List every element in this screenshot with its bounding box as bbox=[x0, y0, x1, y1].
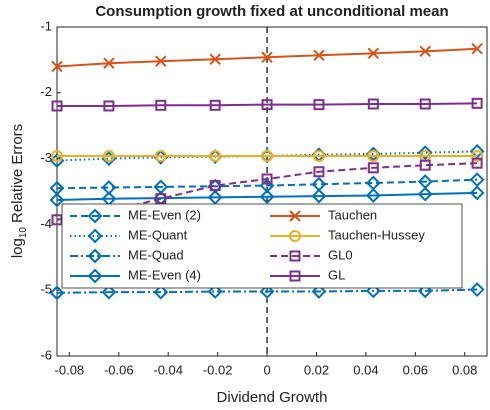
marker bbox=[313, 166, 325, 178]
marker bbox=[51, 60, 63, 73]
marker bbox=[419, 45, 431, 58]
legend-label: GL0 bbox=[328, 247, 353, 262]
marker bbox=[101, 284, 117, 300]
marker bbox=[155, 55, 167, 67]
marker bbox=[367, 149, 380, 162]
marker bbox=[153, 284, 169, 300]
legend-label: ME-Quad bbox=[128, 247, 184, 262]
marker bbox=[471, 149, 484, 162]
marker bbox=[155, 193, 167, 205]
marker bbox=[103, 57, 115, 69]
legend-marker bbox=[87, 248, 103, 264]
marker bbox=[103, 100, 115, 112]
marker bbox=[51, 100, 63, 112]
plot-area bbox=[56, 26, 488, 357]
marker bbox=[367, 162, 379, 174]
y-tick-label: -2 bbox=[40, 84, 52, 99]
marker bbox=[469, 282, 485, 297]
marker bbox=[209, 99, 221, 111]
legend-label: ME-Even (4) bbox=[128, 267, 201, 282]
marker bbox=[367, 47, 380, 60]
marker bbox=[209, 180, 221, 192]
y-tick-label: -3 bbox=[40, 150, 52, 165]
x-tick-label: 0.08 bbox=[452, 362, 477, 377]
marker bbox=[313, 99, 325, 111]
marker bbox=[49, 285, 65, 301]
marker bbox=[209, 53, 221, 65]
marker bbox=[471, 157, 483, 169]
marker bbox=[102, 149, 115, 162]
marker bbox=[49, 192, 65, 208]
series-line bbox=[56, 178, 478, 190]
legend-marker bbox=[289, 230, 301, 242]
marker bbox=[259, 189, 275, 205]
y-tick-label: -5 bbox=[40, 282, 52, 297]
legend-marker bbox=[289, 210, 301, 222]
series-line bbox=[56, 150, 478, 162]
marker bbox=[365, 283, 381, 299]
legend-label: GL bbox=[328, 267, 345, 282]
legend-box bbox=[61, 203, 463, 289]
series-line bbox=[56, 191, 478, 202]
chart-title: Consumption growth fixed at unconditiona… bbox=[95, 3, 448, 20]
marker bbox=[417, 283, 433, 299]
legend-marker bbox=[87, 268, 103, 284]
x-axis-label: Dividend Growth bbox=[217, 389, 328, 406]
x-tick-label: 0.04 bbox=[353, 362, 378, 377]
y-label-base: log bbox=[9, 238, 26, 258]
marker bbox=[417, 145, 433, 161]
marker bbox=[261, 149, 274, 162]
series-line bbox=[56, 288, 478, 294]
series-line bbox=[57, 102, 478, 107]
marker bbox=[51, 214, 63, 226]
y-tick-label: -1 bbox=[40, 18, 52, 33]
marker bbox=[259, 284, 275, 299]
marker bbox=[417, 186, 433, 202]
marker bbox=[419, 98, 431, 110]
marker bbox=[311, 284, 327, 299]
y-label-subscript: 10 bbox=[18, 227, 29, 239]
legend-marker bbox=[87, 208, 103, 224]
marker bbox=[313, 49, 325, 62]
marker bbox=[471, 43, 483, 55]
marker bbox=[261, 51, 273, 63]
legend-label: ME-Even (2) bbox=[128, 207, 201, 222]
x-tick-label: 0.02 bbox=[304, 362, 329, 377]
marker bbox=[469, 143, 485, 159]
legend-label: Tauchen-Hussey bbox=[328, 227, 425, 242]
x-tick-label: 0 bbox=[263, 362, 270, 377]
x-tick-label: -0.06 bbox=[104, 362, 134, 377]
x-tick-label: -0.04 bbox=[153, 362, 183, 377]
marker bbox=[312, 149, 325, 162]
marker bbox=[155, 99, 167, 111]
y-tick-label: -6 bbox=[40, 347, 52, 362]
x-tick-label: -0.08 bbox=[55, 362, 85, 377]
marker bbox=[261, 99, 273, 111]
y-label-text: Relative Errors bbox=[9, 124, 26, 223]
y-tick-label: -4 bbox=[40, 216, 52, 231]
marker bbox=[154, 149, 167, 162]
y-axis-label: log10 Relative Errors bbox=[9, 124, 29, 258]
marker bbox=[51, 149, 63, 162]
marker bbox=[261, 173, 273, 185]
marker bbox=[471, 97, 483, 109]
legend-marker bbox=[87, 228, 103, 244]
marker bbox=[311, 188, 327, 204]
marker bbox=[365, 188, 381, 203]
legend-marker bbox=[289, 250, 301, 262]
marker bbox=[367, 98, 379, 110]
marker bbox=[209, 149, 222, 162]
x-tick-label: 0.06 bbox=[403, 362, 428, 377]
legend-label: Tauchen bbox=[328, 207, 377, 222]
marker bbox=[419, 159, 431, 171]
legend-marker bbox=[289, 270, 301, 282]
marker bbox=[207, 284, 223, 299]
marker bbox=[207, 190, 223, 205]
legend-label: ME-Quant bbox=[128, 227, 188, 242]
x-tick-label: -0.02 bbox=[203, 362, 233, 377]
marker bbox=[469, 185, 485, 201]
